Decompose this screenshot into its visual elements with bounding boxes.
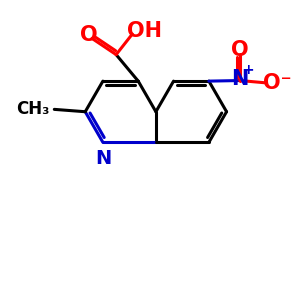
Text: O: O [80, 25, 97, 45]
Text: N: N [95, 149, 112, 168]
Text: +: + [242, 63, 254, 77]
Text: OH: OH [127, 21, 162, 41]
Text: O: O [231, 40, 249, 60]
Text: O⁻: O⁻ [263, 73, 292, 93]
Text: N: N [231, 69, 248, 89]
Text: CH₃: CH₃ [16, 100, 49, 118]
